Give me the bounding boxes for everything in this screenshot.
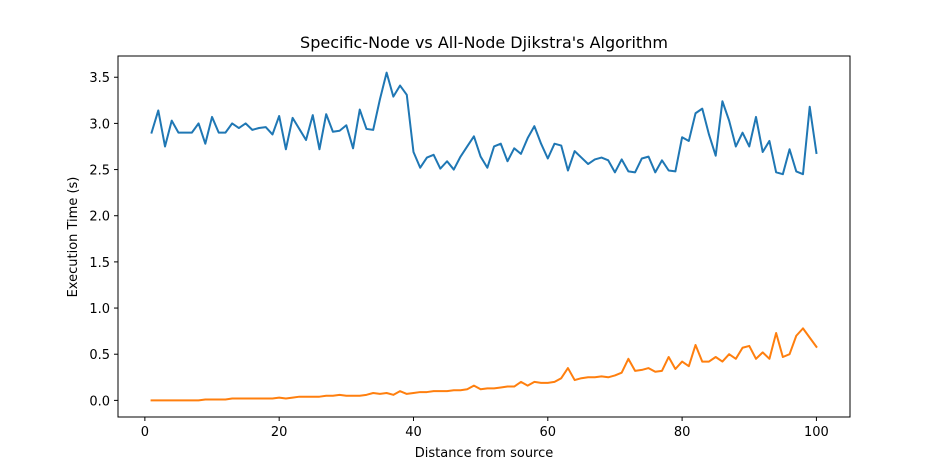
plot-frame xyxy=(117,55,851,418)
axes-layer: 0 20 40 60 80 100 0.0 0.5 1.0 1.5 2.0 2.5 3.0 3.5 xyxy=(89,71,829,440)
x-tick-label: 80 xyxy=(674,425,691,440)
x-tick-label: 60 xyxy=(540,425,557,440)
y-tick-label: 3.5 xyxy=(89,71,110,86)
y-tick-label: 1.0 xyxy=(89,302,110,317)
x-axis-label: Distance from source xyxy=(415,446,554,461)
y-tick-label: 1.5 xyxy=(89,256,110,271)
chart-title: Specific-Node vs All-Node Djikstra's Alg… xyxy=(300,33,668,52)
y-tick-label: 2.0 xyxy=(89,210,110,225)
x-tick-label: 0 xyxy=(141,425,149,440)
y-tick-label: 3.0 xyxy=(89,117,110,132)
x-tick-label: 20 xyxy=(271,425,288,440)
y-tick-label: 0.5 xyxy=(89,348,110,363)
plot-layer xyxy=(150,71,818,402)
y-tick-label: 0.0 xyxy=(89,394,110,409)
series-line-1 xyxy=(150,71,818,176)
x-tick-label: 100 xyxy=(804,425,829,440)
series-line-2 xyxy=(150,327,818,402)
y-axis-label: Execution Time (s) xyxy=(66,177,81,298)
y-tick-label: 2.5 xyxy=(89,164,110,179)
x-tick-label: 40 xyxy=(405,425,422,440)
